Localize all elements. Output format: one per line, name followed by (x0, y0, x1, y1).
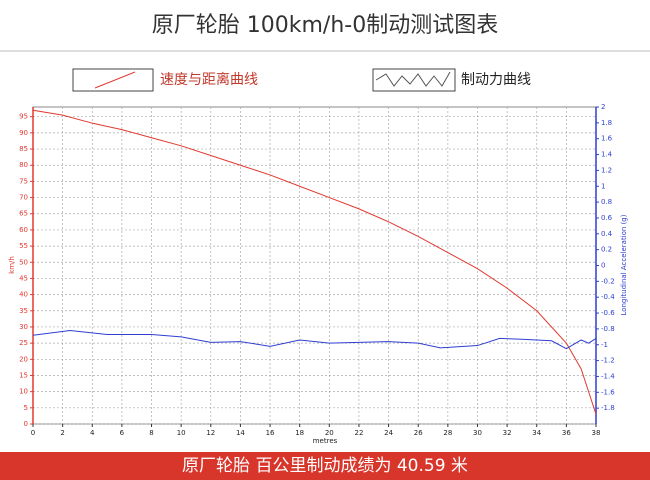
y-tick-label: 90 (19, 129, 28, 137)
legend: 速度与距离曲线 制动力曲线 (72, 68, 531, 92)
y2-tick-label: 1 (601, 182, 605, 190)
footer-band (0, 452, 650, 480)
y2-tick-label: -0.6 (601, 309, 615, 317)
x-tick-label: 2 (60, 429, 64, 437)
y2-tick-label: -1.6 (601, 388, 615, 396)
y-tick-label: 70 (19, 194, 28, 202)
y-tick-label: 25 (19, 339, 28, 347)
x-tick-label: 28 (443, 429, 452, 437)
y-tick-label: 85 (19, 145, 28, 153)
x-tick-label: 12 (206, 429, 215, 437)
y2-tick-label: -0.4 (601, 293, 615, 301)
legend-label: 制动力曲线 (461, 72, 531, 88)
y2-tick-label: 1.4 (601, 151, 613, 159)
x-tick-label: 6 (120, 429, 125, 437)
x-tick-label: 18 (295, 429, 304, 437)
footer-text: 原厂轮胎 百公里制动成绩为 40.59 米 (182, 456, 468, 476)
x-tick-label: 38 (592, 429, 601, 437)
y2-tick-label: 0.8 (601, 198, 612, 206)
y-tick-label: 60 (19, 226, 28, 234)
x-axis-label: metres (313, 437, 338, 445)
y-tick-label: 15 (19, 371, 28, 379)
y2-tick-label: 0.6 (601, 214, 613, 222)
y-tick-label: 40 (19, 291, 28, 299)
x-tick-label: 10 (177, 429, 186, 437)
y-tick-label: 75 (19, 177, 28, 185)
legend-icon-line (375, 71, 451, 87)
y2-tick-label: 1.8 (601, 119, 612, 127)
y-tick-label: 35 (19, 307, 28, 315)
x-tick-label: 22 (354, 429, 363, 437)
legend-icon (372, 68, 456, 92)
y2-tick-label: -1.8 (601, 404, 615, 412)
y-tick-label: 65 (19, 210, 28, 218)
y2-tick-label: 0.2 (601, 246, 612, 254)
y-tick-label: 20 (19, 355, 28, 363)
x-tick-label: 26 (414, 429, 423, 437)
series-line (32, 109, 597, 415)
y-tick-label: 55 (19, 242, 28, 250)
y-tick-label: 50 (19, 258, 28, 266)
y2-tick-label: -1.4 (601, 372, 615, 380)
y2-tick-label: 2 (601, 103, 605, 111)
y-tick-label: 45 (19, 274, 28, 282)
y-tick-label: 10 (19, 388, 28, 396)
y2-tick-label: -0.8 (601, 325, 615, 333)
x-tick-label: 14 (236, 429, 245, 437)
x-tick-label: 32 (503, 429, 512, 437)
y-tick-label: 5 (24, 404, 28, 412)
y2-tick-label: 0.4 (601, 230, 613, 238)
chart-title: 原厂轮胎 100km/h-0制动测试图表 (152, 13, 498, 38)
x-tick-label: 4 (90, 429, 95, 437)
x-tick-label: 16 (266, 429, 275, 437)
x-tick-label: 8 (149, 429, 153, 437)
y2-tick-label: -1 (601, 341, 608, 349)
y-tick-label: 95 (19, 113, 28, 121)
y2-tick-label: 1.2 (601, 166, 612, 174)
y-tick-label: 0 (24, 420, 28, 428)
legend-label: 速度与距离曲线 (160, 71, 258, 88)
y-tick-label: 80 (19, 161, 28, 169)
y2-tick-label: 0 (601, 262, 605, 270)
x-tick-label: 20 (325, 429, 334, 437)
y-axis-label: km/h (8, 256, 16, 274)
x-tick-label: 36 (562, 429, 571, 437)
y2-tick-label: -0.2 (601, 277, 615, 285)
x-tick-label: 24 (384, 429, 393, 437)
legend-icon (72, 68, 154, 92)
series-line (32, 329, 597, 350)
y2-tick-label: -1.2 (601, 357, 615, 365)
y2-axis-label: Longitudinal Acceleration (g) (620, 214, 628, 315)
plot-area (32, 106, 597, 425)
y2-tick-label: 1.6 (601, 135, 613, 143)
x-tick-label: 34 (532, 429, 541, 437)
y-tick-label: 30 (19, 323, 28, 331)
legend-icon-line (94, 71, 136, 89)
x-tick-label: 0 (31, 429, 35, 437)
x-tick-label: 30 (473, 429, 482, 437)
